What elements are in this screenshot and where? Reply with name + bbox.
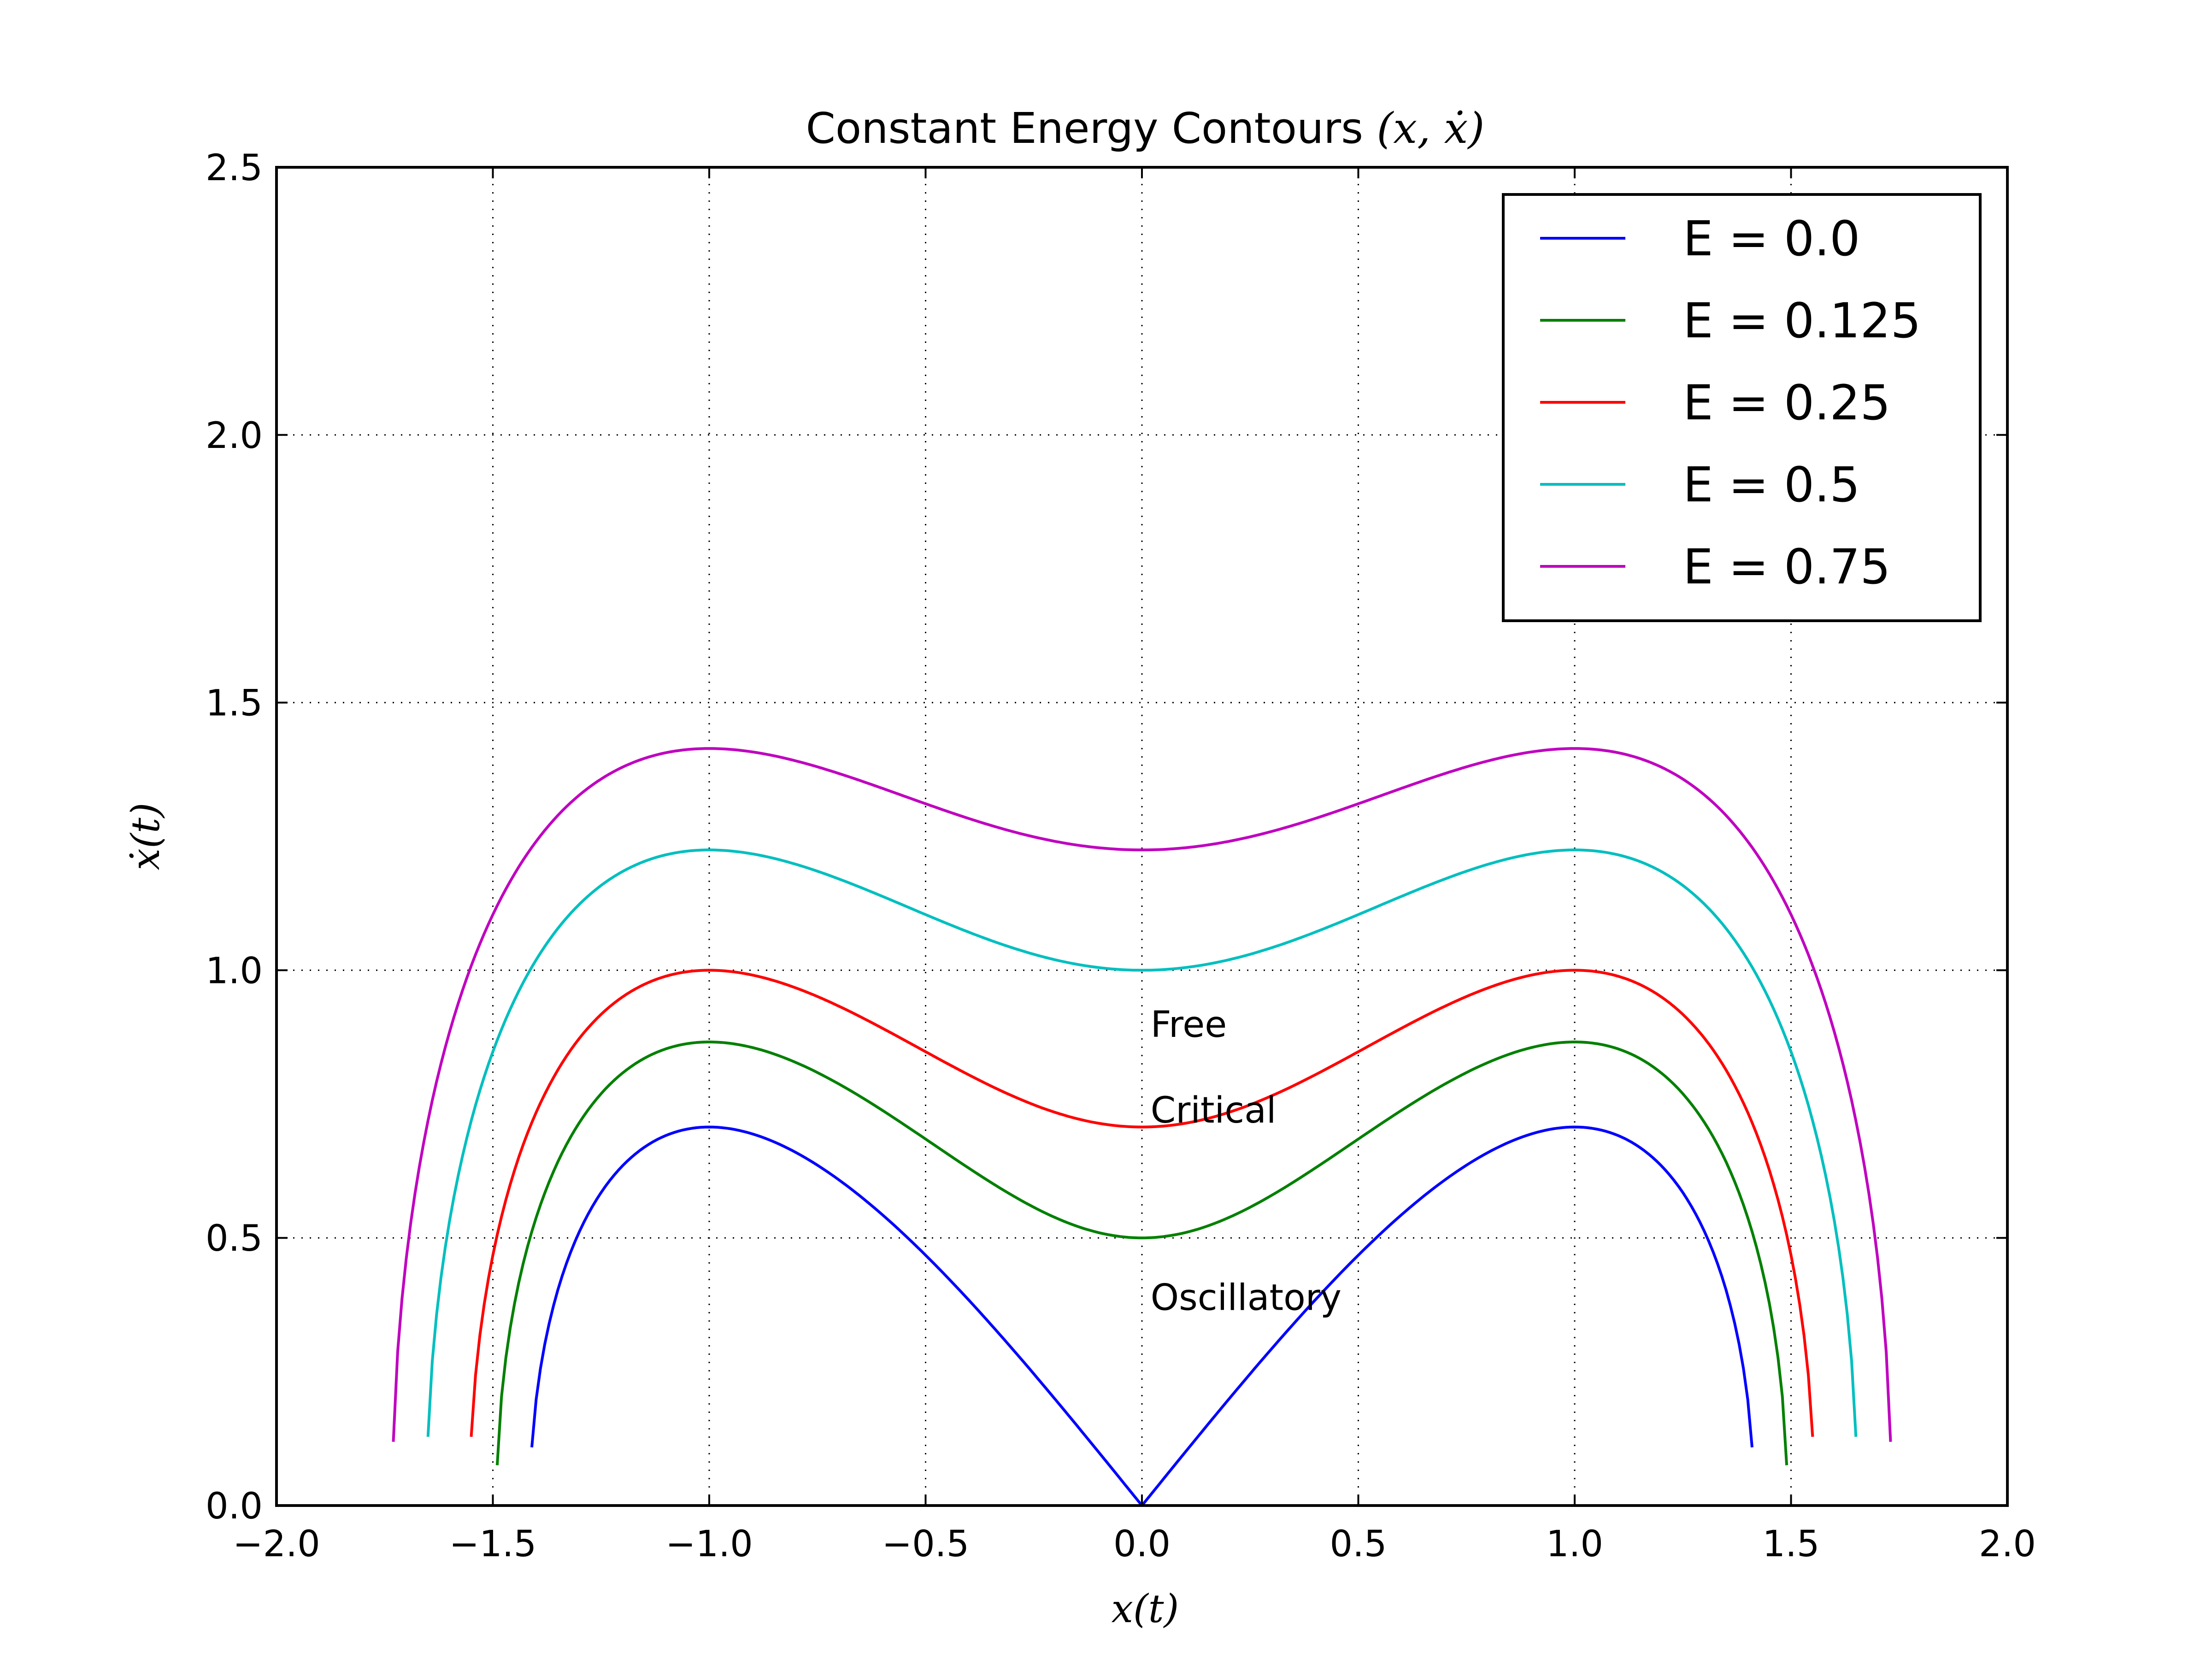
- x-tick-label: 0.5: [1330, 1524, 1387, 1565]
- series-line: [470, 969, 1814, 1437]
- curve-annotation: Oscillatory: [1151, 1277, 1341, 1318]
- y-tick-label: 0.0: [206, 1486, 263, 1527]
- chart-title: Constant Energy Contours (x, ẋ): [806, 104, 1485, 153]
- plot-curves: [392, 747, 1892, 1507]
- x-tick-label: −1.5: [449, 1524, 536, 1565]
- x-tick-label: −1.0: [665, 1524, 753, 1565]
- curve-annotation: Free: [1151, 1004, 1227, 1046]
- x-tick-label: 1.5: [1762, 1524, 1819, 1565]
- y-tick-label: 2.0: [206, 415, 263, 457]
- x-axis-ticks: −2.0 −1.5 −1.0 −0.5 0.0 0.5 1.0 1.5 2.0: [233, 167, 2036, 1565]
- x-tick-label: −0.5: [882, 1524, 969, 1565]
- y-tick-label: 1.5: [206, 683, 263, 724]
- x-axis-label: x(t): [1112, 1586, 1179, 1631]
- legend-box: [1502, 193, 1982, 622]
- x-tick-label: 2.0: [1979, 1524, 2036, 1565]
- legend-label: E = 0.125: [1683, 293, 1921, 349]
- x-tick-label: 1.0: [1546, 1524, 1603, 1565]
- y-axis-ticks: 0.0 0.5 1.0 1.5 2.0 2.5: [206, 147, 2007, 1527]
- legend-label: E = 0.0: [1683, 211, 1860, 267]
- x-tick-label: −2.0: [233, 1524, 320, 1565]
- series-line: [495, 1041, 1788, 1465]
- curve-annotation: Critical: [1151, 1090, 1277, 1131]
- series-line: [392, 747, 1892, 1442]
- legend-label: E = 0.25: [1683, 375, 1891, 431]
- legend-label: E = 0.5: [1683, 457, 1860, 513]
- series-line: [426, 848, 1858, 1437]
- y-tick-label: 2.5: [206, 147, 263, 189]
- legend: E = 0.0 E = 0.125 E = 0.25 E = 0.5 E = 0.75: [1502, 193, 1982, 622]
- x-tick-label: 0.0: [1113, 1524, 1171, 1565]
- y-axis-label: ẋ(t): [123, 803, 168, 871]
- y-tick-label: 1.0: [206, 950, 263, 992]
- legend-label: E = 0.75: [1683, 539, 1891, 595]
- y-tick-label: 0.5: [206, 1218, 263, 1259]
- curve-annotations: Free Critical Oscillatory: [1151, 1004, 1341, 1318]
